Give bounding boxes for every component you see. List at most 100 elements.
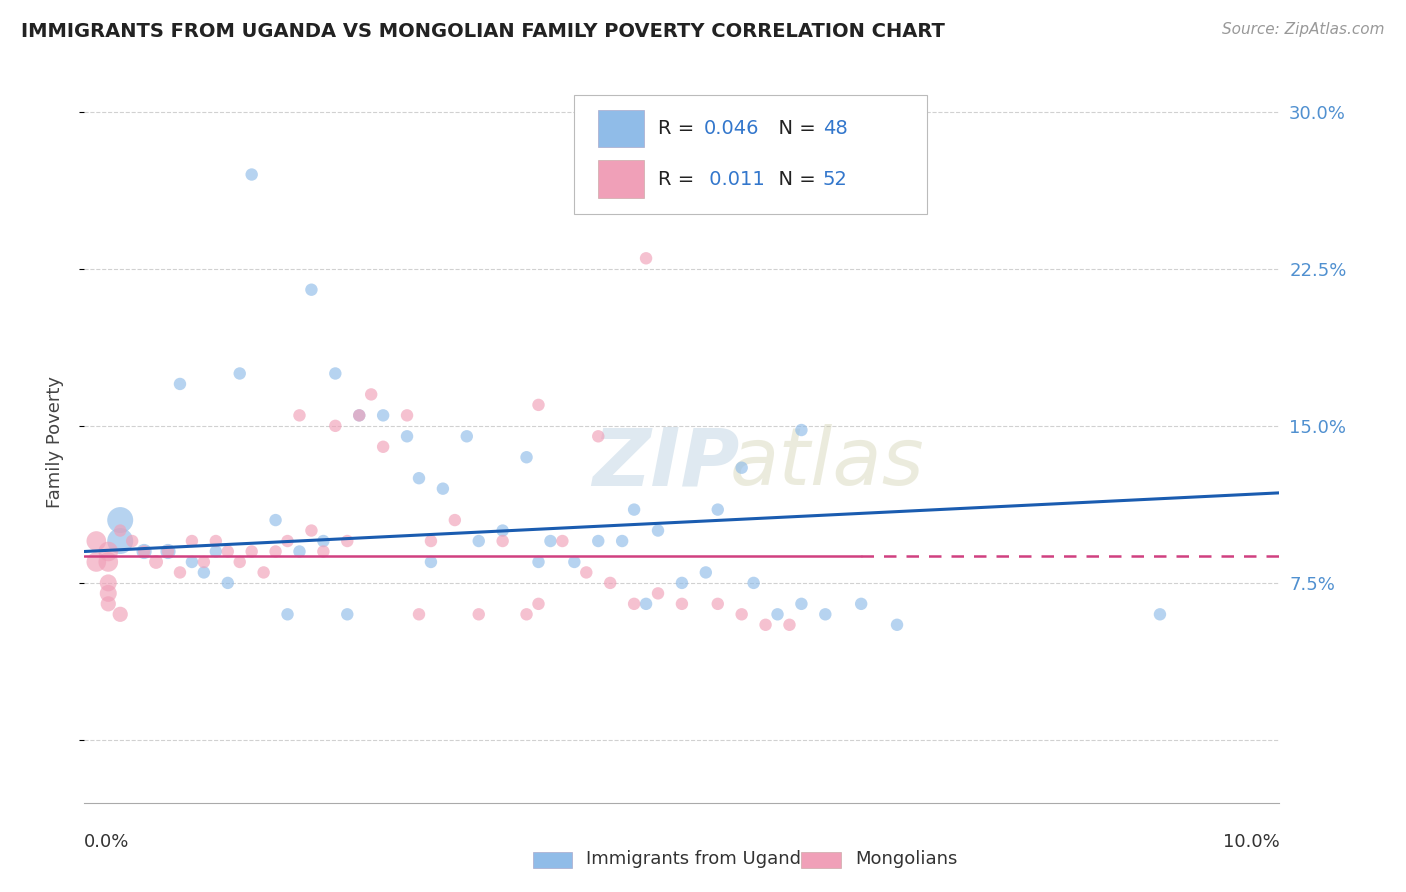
Point xyxy=(671,597,693,611)
Point xyxy=(707,597,730,611)
FancyBboxPatch shape xyxy=(801,852,841,868)
Point xyxy=(886,617,908,632)
Point xyxy=(671,575,693,590)
Point xyxy=(110,524,132,538)
Point xyxy=(779,617,801,632)
Point xyxy=(612,534,634,549)
Point xyxy=(527,555,550,569)
Point xyxy=(444,513,467,527)
Point xyxy=(516,607,538,622)
Point xyxy=(277,607,299,622)
Point xyxy=(707,502,730,516)
Point xyxy=(420,534,443,549)
Point xyxy=(169,566,191,580)
Point xyxy=(264,513,287,527)
Point xyxy=(492,534,515,549)
Point xyxy=(814,607,837,622)
Point xyxy=(468,607,491,622)
Point xyxy=(755,617,778,632)
Point xyxy=(540,534,562,549)
Point xyxy=(396,409,419,423)
Point xyxy=(264,544,287,558)
Text: 0.046: 0.046 xyxy=(703,120,759,138)
Point xyxy=(301,283,323,297)
Point xyxy=(288,544,311,558)
Point xyxy=(110,513,132,527)
Point xyxy=(790,597,813,611)
Point xyxy=(288,409,311,423)
Point xyxy=(695,566,717,580)
Point xyxy=(623,502,645,516)
Point xyxy=(132,544,156,558)
Point xyxy=(193,566,215,580)
Point xyxy=(157,544,180,558)
Point xyxy=(336,534,359,549)
Point xyxy=(1149,607,1171,622)
Text: 0.0%: 0.0% xyxy=(84,833,129,851)
Point xyxy=(349,409,371,423)
Point xyxy=(205,534,228,549)
Text: R =: R = xyxy=(658,120,700,138)
Point xyxy=(373,409,395,423)
Point xyxy=(742,575,765,590)
Point xyxy=(588,429,610,443)
Point xyxy=(157,544,180,558)
Point xyxy=(599,575,621,590)
Point xyxy=(527,597,550,611)
Point xyxy=(527,398,550,412)
Point xyxy=(588,534,610,549)
Text: 0.011: 0.011 xyxy=(703,169,765,189)
Point xyxy=(647,586,669,600)
Point xyxy=(240,168,263,182)
Text: 10.0%: 10.0% xyxy=(1223,833,1279,851)
Text: N =: N = xyxy=(766,120,821,138)
Point xyxy=(575,566,598,580)
Point xyxy=(301,524,323,538)
Text: IMMIGRANTS FROM UGANDA VS MONGOLIAN FAMILY POVERTY CORRELATION CHART: IMMIGRANTS FROM UGANDA VS MONGOLIAN FAMI… xyxy=(21,22,945,41)
Point xyxy=(253,566,276,580)
Point xyxy=(336,607,359,622)
Point xyxy=(360,387,382,401)
Point xyxy=(97,544,120,558)
Text: atlas: atlas xyxy=(730,425,925,502)
Point xyxy=(110,534,132,549)
Point xyxy=(636,252,658,266)
FancyBboxPatch shape xyxy=(599,110,644,147)
Point xyxy=(240,544,263,558)
Y-axis label: Family Poverty: Family Poverty xyxy=(45,376,63,508)
Point xyxy=(97,555,120,569)
Point xyxy=(349,409,371,423)
Point xyxy=(790,423,813,437)
Point xyxy=(86,555,108,569)
Text: R =: R = xyxy=(658,169,700,189)
Point xyxy=(217,575,239,590)
FancyBboxPatch shape xyxy=(533,852,572,868)
Point xyxy=(193,555,215,569)
Point xyxy=(169,376,191,391)
FancyBboxPatch shape xyxy=(575,95,927,214)
Point xyxy=(623,597,645,611)
Point xyxy=(432,482,454,496)
Point xyxy=(396,429,419,443)
Point xyxy=(312,544,335,558)
Point xyxy=(145,555,167,569)
Point xyxy=(731,460,754,475)
Point xyxy=(420,555,443,569)
Point xyxy=(181,555,204,569)
Text: Mongolians: Mongolians xyxy=(855,850,957,868)
FancyBboxPatch shape xyxy=(599,161,644,198)
Point xyxy=(373,440,395,454)
Point xyxy=(86,534,108,549)
Point xyxy=(97,575,120,590)
Point xyxy=(456,429,478,443)
Point xyxy=(851,597,873,611)
Point xyxy=(205,544,228,558)
Point xyxy=(132,544,156,558)
Point xyxy=(408,607,430,622)
Point xyxy=(766,607,789,622)
Point xyxy=(647,524,669,538)
Point xyxy=(97,586,120,600)
Text: N =: N = xyxy=(766,169,821,189)
Point xyxy=(121,534,143,549)
Point xyxy=(325,367,347,381)
